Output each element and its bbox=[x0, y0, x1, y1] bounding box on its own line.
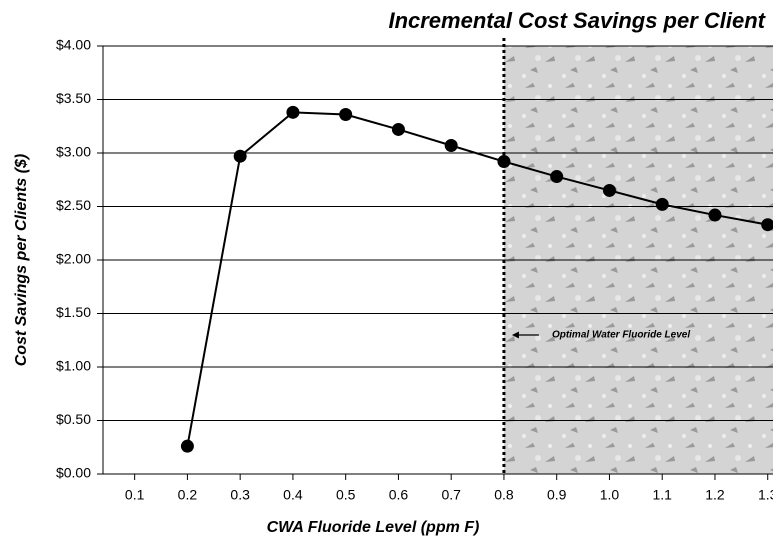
x-tick-label: 1.3 bbox=[758, 487, 773, 503]
x-tick-label: 1.2 bbox=[705, 487, 725, 503]
data-point bbox=[339, 107, 353, 121]
y-tick-label: $2.00 bbox=[56, 251, 91, 267]
x-tick-label: 0.3 bbox=[230, 487, 250, 503]
x-tick-label: 0.2 bbox=[178, 487, 198, 503]
data-point bbox=[391, 122, 405, 136]
x-tick-label: 0.8 bbox=[494, 487, 514, 503]
data-point bbox=[708, 208, 722, 222]
x-tick-label: 0.7 bbox=[441, 487, 461, 503]
chart-title: Incremental Cost Savings per Client bbox=[388, 8, 766, 33]
y-tick-label: $3.00 bbox=[56, 144, 91, 160]
data-point bbox=[655, 197, 669, 211]
x-tick-label: 0.4 bbox=[283, 487, 303, 503]
data-point bbox=[444, 139, 458, 153]
x-axis-label: CWA Fluoride Level (ppm F) bbox=[267, 519, 480, 536]
data-point bbox=[286, 105, 300, 119]
y-axis-label: Cost Savings per Clients ($) bbox=[13, 154, 30, 367]
x-tick-label: 0.5 bbox=[336, 487, 356, 503]
x-tick-label: 0.9 bbox=[547, 487, 567, 503]
y-tick-label: $4.00 bbox=[56, 37, 91, 53]
y-tick-label: $2.50 bbox=[56, 197, 91, 213]
annotation: Optimal Water Fluoride Level bbox=[552, 330, 690, 341]
data-point bbox=[550, 170, 564, 184]
x-tick-label: 0.6 bbox=[389, 487, 409, 503]
y-tick-label: $0.50 bbox=[56, 411, 91, 427]
y-tick-label: $1.50 bbox=[56, 304, 91, 320]
data-point bbox=[602, 183, 616, 197]
data-point bbox=[233, 149, 247, 163]
data-line bbox=[186, 111, 768, 447]
y-tick-label: $1.00 bbox=[56, 358, 91, 374]
y-tick-label: $3.50 bbox=[56, 90, 91, 106]
data-point bbox=[761, 218, 773, 232]
arrow-head bbox=[511, 331, 519, 339]
data-point bbox=[497, 155, 511, 169]
x-tick-label: 0.1 bbox=[125, 487, 145, 503]
y-tick-label: $0.00 bbox=[56, 465, 91, 481]
data-point bbox=[180, 439, 194, 453]
x-tick-label: 1.0 bbox=[600, 487, 620, 503]
x-tick-label: 1.1 bbox=[652, 487, 672, 503]
